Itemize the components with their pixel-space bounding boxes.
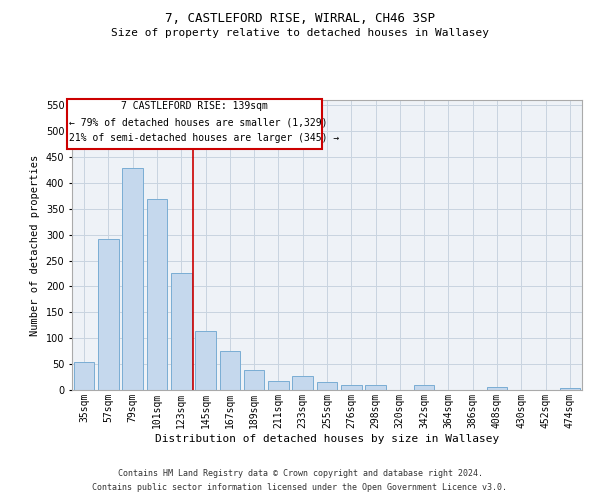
X-axis label: Distribution of detached houses by size in Wallasey: Distribution of detached houses by size … (155, 434, 499, 444)
Bar (487, 388, 508, 390)
Bar (365, 385, 386, 390)
Bar (98, 239, 119, 390)
Bar (244, 370, 265, 390)
Bar (220, 351, 240, 390)
FancyBboxPatch shape (67, 98, 322, 150)
Text: 7 CASTLEFORD RISE: 139sqm: 7 CASTLEFORD RISE: 139sqm (121, 102, 268, 112)
Bar (414, 385, 434, 390)
Bar (317, 382, 337, 390)
Bar (74, 362, 94, 390)
Text: 7, CASTLEFORD RISE, WIRRAL, CH46 3SP: 7, CASTLEFORD RISE, WIRRAL, CH46 3SP (165, 12, 435, 26)
Bar (560, 388, 580, 390)
Text: Contains public sector information licensed under the Open Government Licence v3: Contains public sector information licen… (92, 484, 508, 492)
Text: Contains HM Land Registry data © Crown copyright and database right 2024.: Contains HM Land Registry data © Crown c… (118, 468, 482, 477)
Text: 21% of semi-detached houses are larger (345) →: 21% of semi-detached houses are larger (… (70, 134, 340, 143)
Bar (341, 385, 362, 390)
Y-axis label: Number of detached properties: Number of detached properties (30, 154, 40, 336)
Text: Size of property relative to detached houses in Wallasey: Size of property relative to detached ho… (111, 28, 489, 38)
Bar (146, 200, 167, 390)
Bar (292, 376, 313, 390)
Text: ← 79% of detached houses are smaller (1,329): ← 79% of detached houses are smaller (1,… (70, 118, 328, 128)
Bar (122, 168, 143, 390)
Bar (171, 274, 191, 390)
Bar (195, 332, 216, 390)
Bar (268, 381, 289, 390)
